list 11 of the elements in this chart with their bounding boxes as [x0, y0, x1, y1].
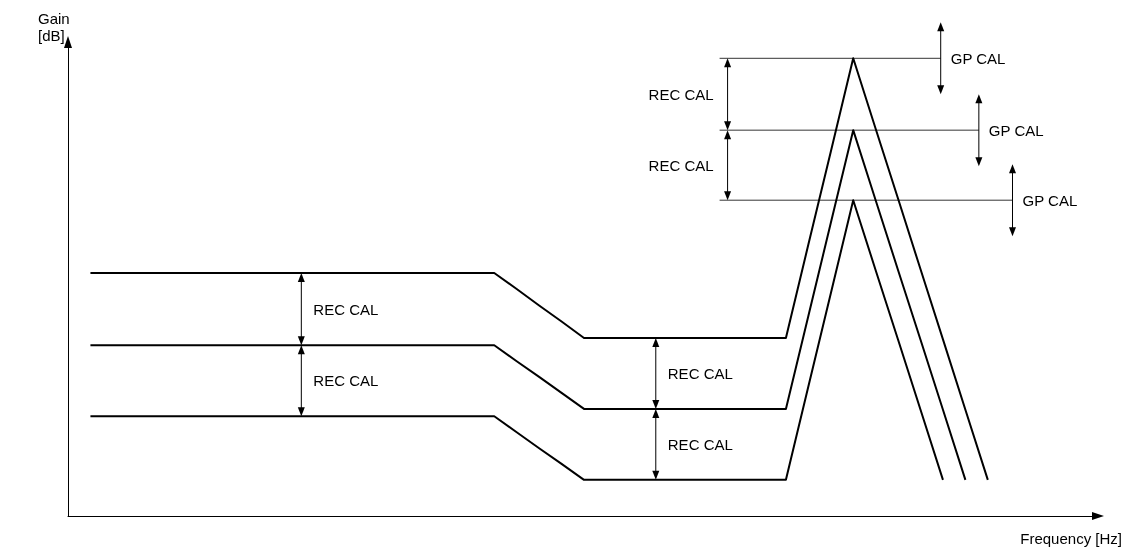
x-axis-title: Frequency [Hz]: [1020, 529, 1122, 547]
annotation: REC CAL: [313, 372, 379, 390]
annotation: GP CAL: [988, 121, 1044, 139]
y-axis-title: Gain [dB]: [38, 10, 70, 44]
annotation: REC CAL: [667, 364, 733, 382]
annotation: REC CAL: [313, 300, 379, 318]
annotation: REC CAL: [648, 85, 714, 103]
annotation: REC CAL: [667, 435, 733, 453]
annotation: GP CAL: [1022, 191, 1078, 209]
annotation: REC CAL: [648, 156, 714, 174]
annotation: GP CAL: [950, 49, 1006, 67]
